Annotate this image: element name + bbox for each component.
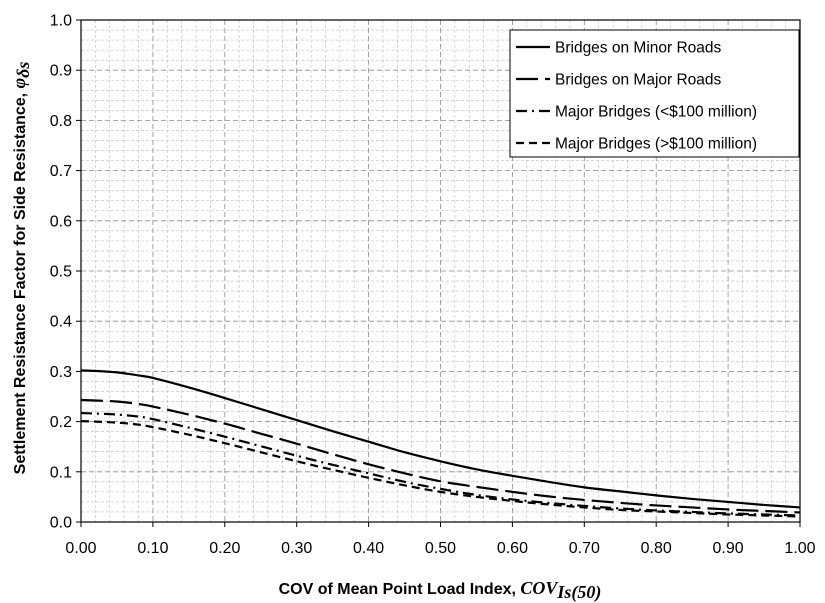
y-tick-label: 0.6	[50, 213, 72, 230]
axis-ticks	[76, 19, 801, 527]
x-tick-label: 0.20	[209, 540, 240, 557]
x-tick-label: 0.10	[137, 540, 168, 557]
y-tick-label: 0.1	[50, 464, 72, 481]
x-axis-tick-labels: 0.00 0.10 0.20 0.30 0.40 0.50 0.60 0.70 0.80 0.90…	[65, 540, 815, 557]
x-tick-label: 0.90	[713, 540, 744, 557]
legend: Bridges on Minor Roads Bridges on Major R…	[509, 29, 800, 158]
y-axis-tick-labels: 0.0 0.1 0.2 0.3 0.4 0.5 0.6 0.7 0.8 0.9 1.0	[50, 13, 72, 532]
y-tick-label: 0.3	[50, 364, 72, 381]
y-tick-label: 0.7	[50, 163, 72, 180]
y-tick-label: 0.0	[50, 515, 72, 532]
x-tick-label: 0.00	[65, 540, 96, 557]
series-line-2	[80, 398, 801, 514]
legend-label-4: Major Bridges (>$100 million)	[555, 136, 757, 153]
y-tick-label: 0.5	[50, 264, 72, 281]
x-tick-label: 0.40	[353, 540, 384, 557]
series-line-4	[80, 420, 801, 518]
x-tick-label: 0.70	[569, 540, 600, 557]
legend-label-3: Major Bridges (<$100 million)	[555, 104, 757, 121]
y-axis-title: Settlement Resistance Factor for Side Re…	[9, 62, 33, 475]
y-tick-label: 0.2	[50, 414, 72, 431]
x-tick-label: 0.80	[641, 540, 672, 557]
y-tick-label: 0.9	[50, 63, 72, 80]
x-tick-label: 0.60	[497, 540, 528, 557]
series-line-1	[80, 369, 801, 509]
x-axis-title: COV of Mean Point Load Index, COVIs(50)	[279, 578, 602, 603]
series-line-3	[80, 411, 801, 517]
y-tick-label: 1.0	[50, 13, 72, 30]
legend-label-2: Bridges on Major Roads	[555, 72, 722, 89]
x-tick-label: 0.50	[425, 540, 456, 557]
x-tick-label: 0.30	[281, 540, 312, 557]
x-tick-label: 1.00	[784, 540, 815, 557]
y-tick-label: 0.4	[50, 314, 72, 331]
series-lines	[80, 369, 801, 518]
legend-label-1: Bridges on Minor Roads	[555, 40, 722, 57]
legend-box	[509, 29, 800, 158]
y-tick-label: 0.8	[50, 113, 72, 130]
